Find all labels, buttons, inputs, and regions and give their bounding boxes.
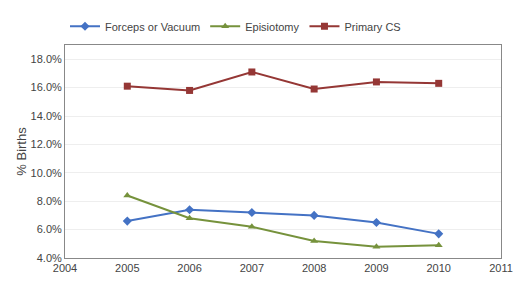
svg-text:12.0%: 12.0% bbox=[31, 138, 62, 150]
svg-text:Forceps or Vacuum: Forceps or Vacuum bbox=[105, 21, 200, 33]
svg-text:18.0%: 18.0% bbox=[31, 53, 62, 65]
svg-text:2006: 2006 bbox=[177, 262, 201, 274]
svg-text:2009: 2009 bbox=[364, 262, 388, 274]
svg-text:2007: 2007 bbox=[240, 262, 264, 274]
svg-text:16.0%: 16.0% bbox=[31, 81, 62, 93]
svg-text:14.0%: 14.0% bbox=[31, 110, 62, 122]
svg-text:2011: 2011 bbox=[489, 262, 513, 274]
svg-text:2010: 2010 bbox=[426, 262, 450, 274]
svg-text:8.0%: 8.0% bbox=[37, 195, 62, 207]
svg-text:10.0%: 10.0% bbox=[31, 167, 62, 179]
svg-text:2004: 2004 bbox=[53, 262, 77, 274]
svg-text:Episiotomy: Episiotomy bbox=[245, 21, 299, 33]
svg-text:Primary CS: Primary CS bbox=[344, 21, 400, 33]
svg-text:4.0%: 4.0% bbox=[37, 252, 62, 264]
svg-text:% Births: % Births bbox=[14, 127, 29, 176]
svg-text:6.0%: 6.0% bbox=[37, 223, 62, 235]
svg-text:2005: 2005 bbox=[115, 262, 139, 274]
svg-text:2008: 2008 bbox=[302, 262, 326, 274]
